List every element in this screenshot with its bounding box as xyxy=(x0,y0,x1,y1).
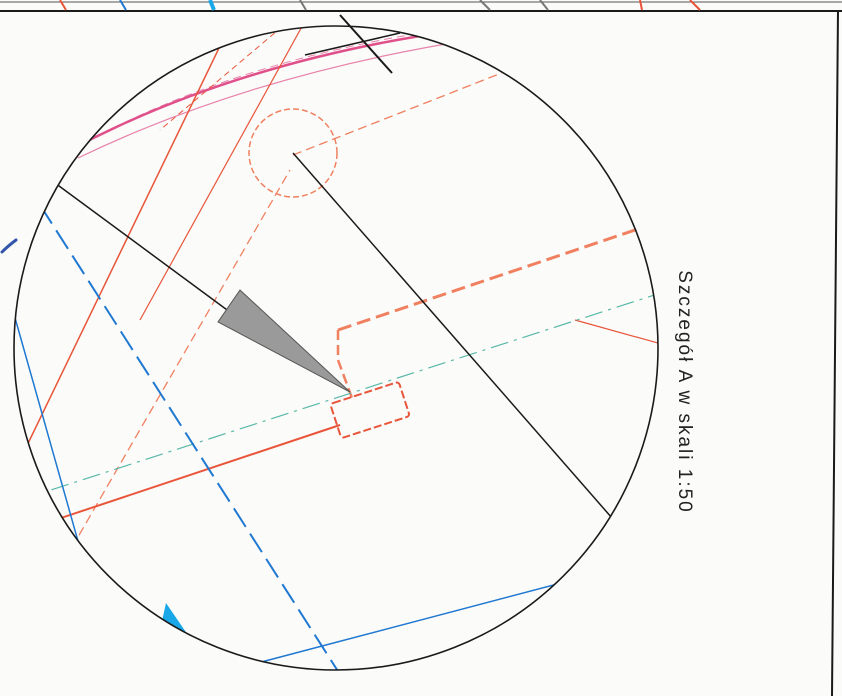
magenta-line-3 xyxy=(89,29,441,141)
top-black-line-1 xyxy=(339,14,393,74)
service-connector xyxy=(336,330,354,399)
red-line-4 xyxy=(29,169,291,621)
red-line-1 xyxy=(19,26,236,461)
magenta-line-2 xyxy=(77,39,471,159)
black-diagonal-line xyxy=(292,152,613,519)
top-black-line-2 xyxy=(304,32,401,56)
red-line-6 xyxy=(39,424,341,526)
grey-pointer-arrow xyxy=(217,289,351,393)
service-line-dashed xyxy=(337,223,651,332)
red-line-2 xyxy=(139,26,311,321)
blue-line-2 xyxy=(14,299,121,670)
detail-caption: Szczegół A w skali 1:50 xyxy=(674,270,695,514)
frame-top-fragments xyxy=(0,0,842,11)
red-line-7 xyxy=(574,319,658,346)
detail-circle-contents xyxy=(14,26,658,670)
fitting-rectangle xyxy=(329,381,411,439)
blue-line-1 xyxy=(39,204,351,670)
red-line-5 xyxy=(292,49,561,156)
frame-right-line xyxy=(831,9,839,696)
blue-line-3 xyxy=(249,581,566,666)
red-line-3 xyxy=(159,26,291,131)
detail-circle-outline xyxy=(13,25,659,671)
magenta-line-1 xyxy=(69,28,461,152)
teal-line xyxy=(19,289,658,501)
utility-well-circle xyxy=(248,108,338,198)
pen-mark xyxy=(0,238,18,254)
leader-line xyxy=(54,182,239,319)
